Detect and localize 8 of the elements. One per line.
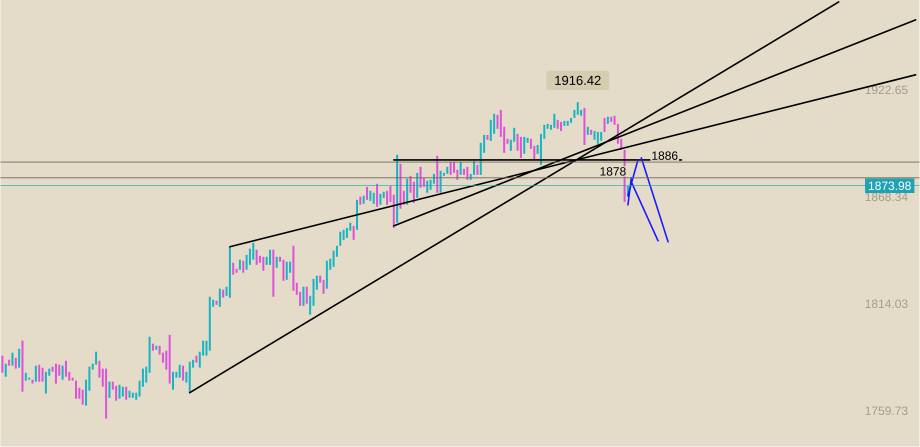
ref-line-label: 1886 xyxy=(652,152,678,160)
y-tick-label: 1814.03 xyxy=(866,300,908,308)
y-tick-label: 1868.34 xyxy=(866,192,908,202)
y-tick-label: 1922.65 xyxy=(866,86,908,94)
annotation: 1916.42 xyxy=(555,76,601,86)
ref-line-label: 1878 xyxy=(600,167,626,176)
y-tick-label: 1759.73 xyxy=(866,406,908,416)
ref-line-label: 1873.98 xyxy=(868,182,911,190)
